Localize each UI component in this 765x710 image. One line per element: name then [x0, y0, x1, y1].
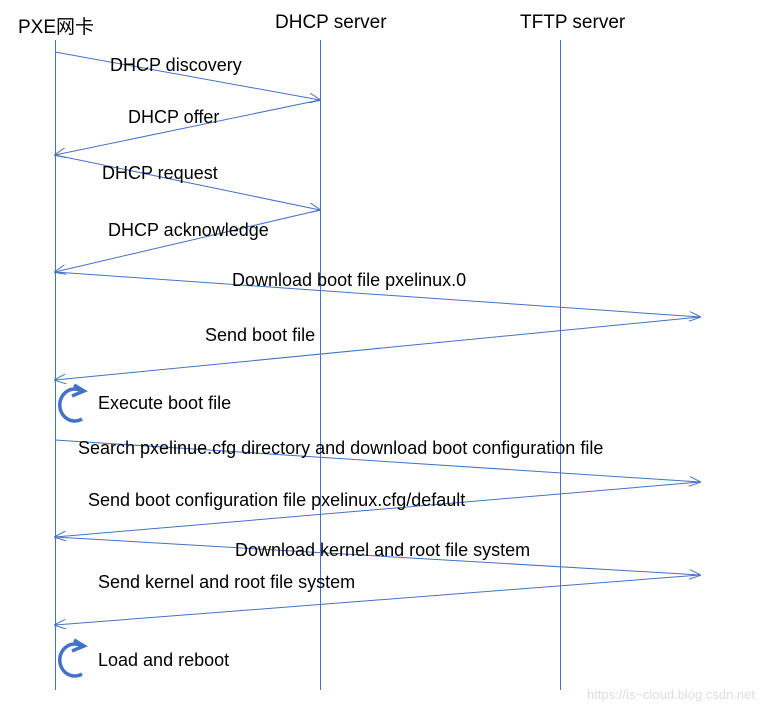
- message-label: Send kernel and root file system: [98, 572, 355, 593]
- message-label: Download kernel and root file system: [235, 540, 530, 561]
- message-arrow: [55, 317, 700, 380]
- message-label: Send boot file: [205, 325, 315, 346]
- sequence-diagram: PXE网卡 DHCP server TFTP server DHCP disco…: [0, 0, 765, 710]
- self-action-label: Load and reboot: [98, 650, 229, 671]
- message-label: DHCP acknowledge: [108, 220, 269, 241]
- message-label: DHCP offer: [128, 107, 219, 128]
- message-label: DHCP request: [102, 163, 218, 184]
- arrow-layer: [0, 0, 765, 710]
- watermark: https://is~cloud.blog.csdn.net: [587, 687, 755, 702]
- message-label: Search pxelinue.cfg directory and downlo…: [78, 438, 603, 459]
- self-action-label: Execute boot file: [98, 393, 231, 414]
- message-label: Send boot configuration file pxelinux.cf…: [88, 490, 465, 511]
- message-label: DHCP discovery: [110, 55, 242, 76]
- message-label: Download boot file pxelinux.0: [232, 270, 466, 291]
